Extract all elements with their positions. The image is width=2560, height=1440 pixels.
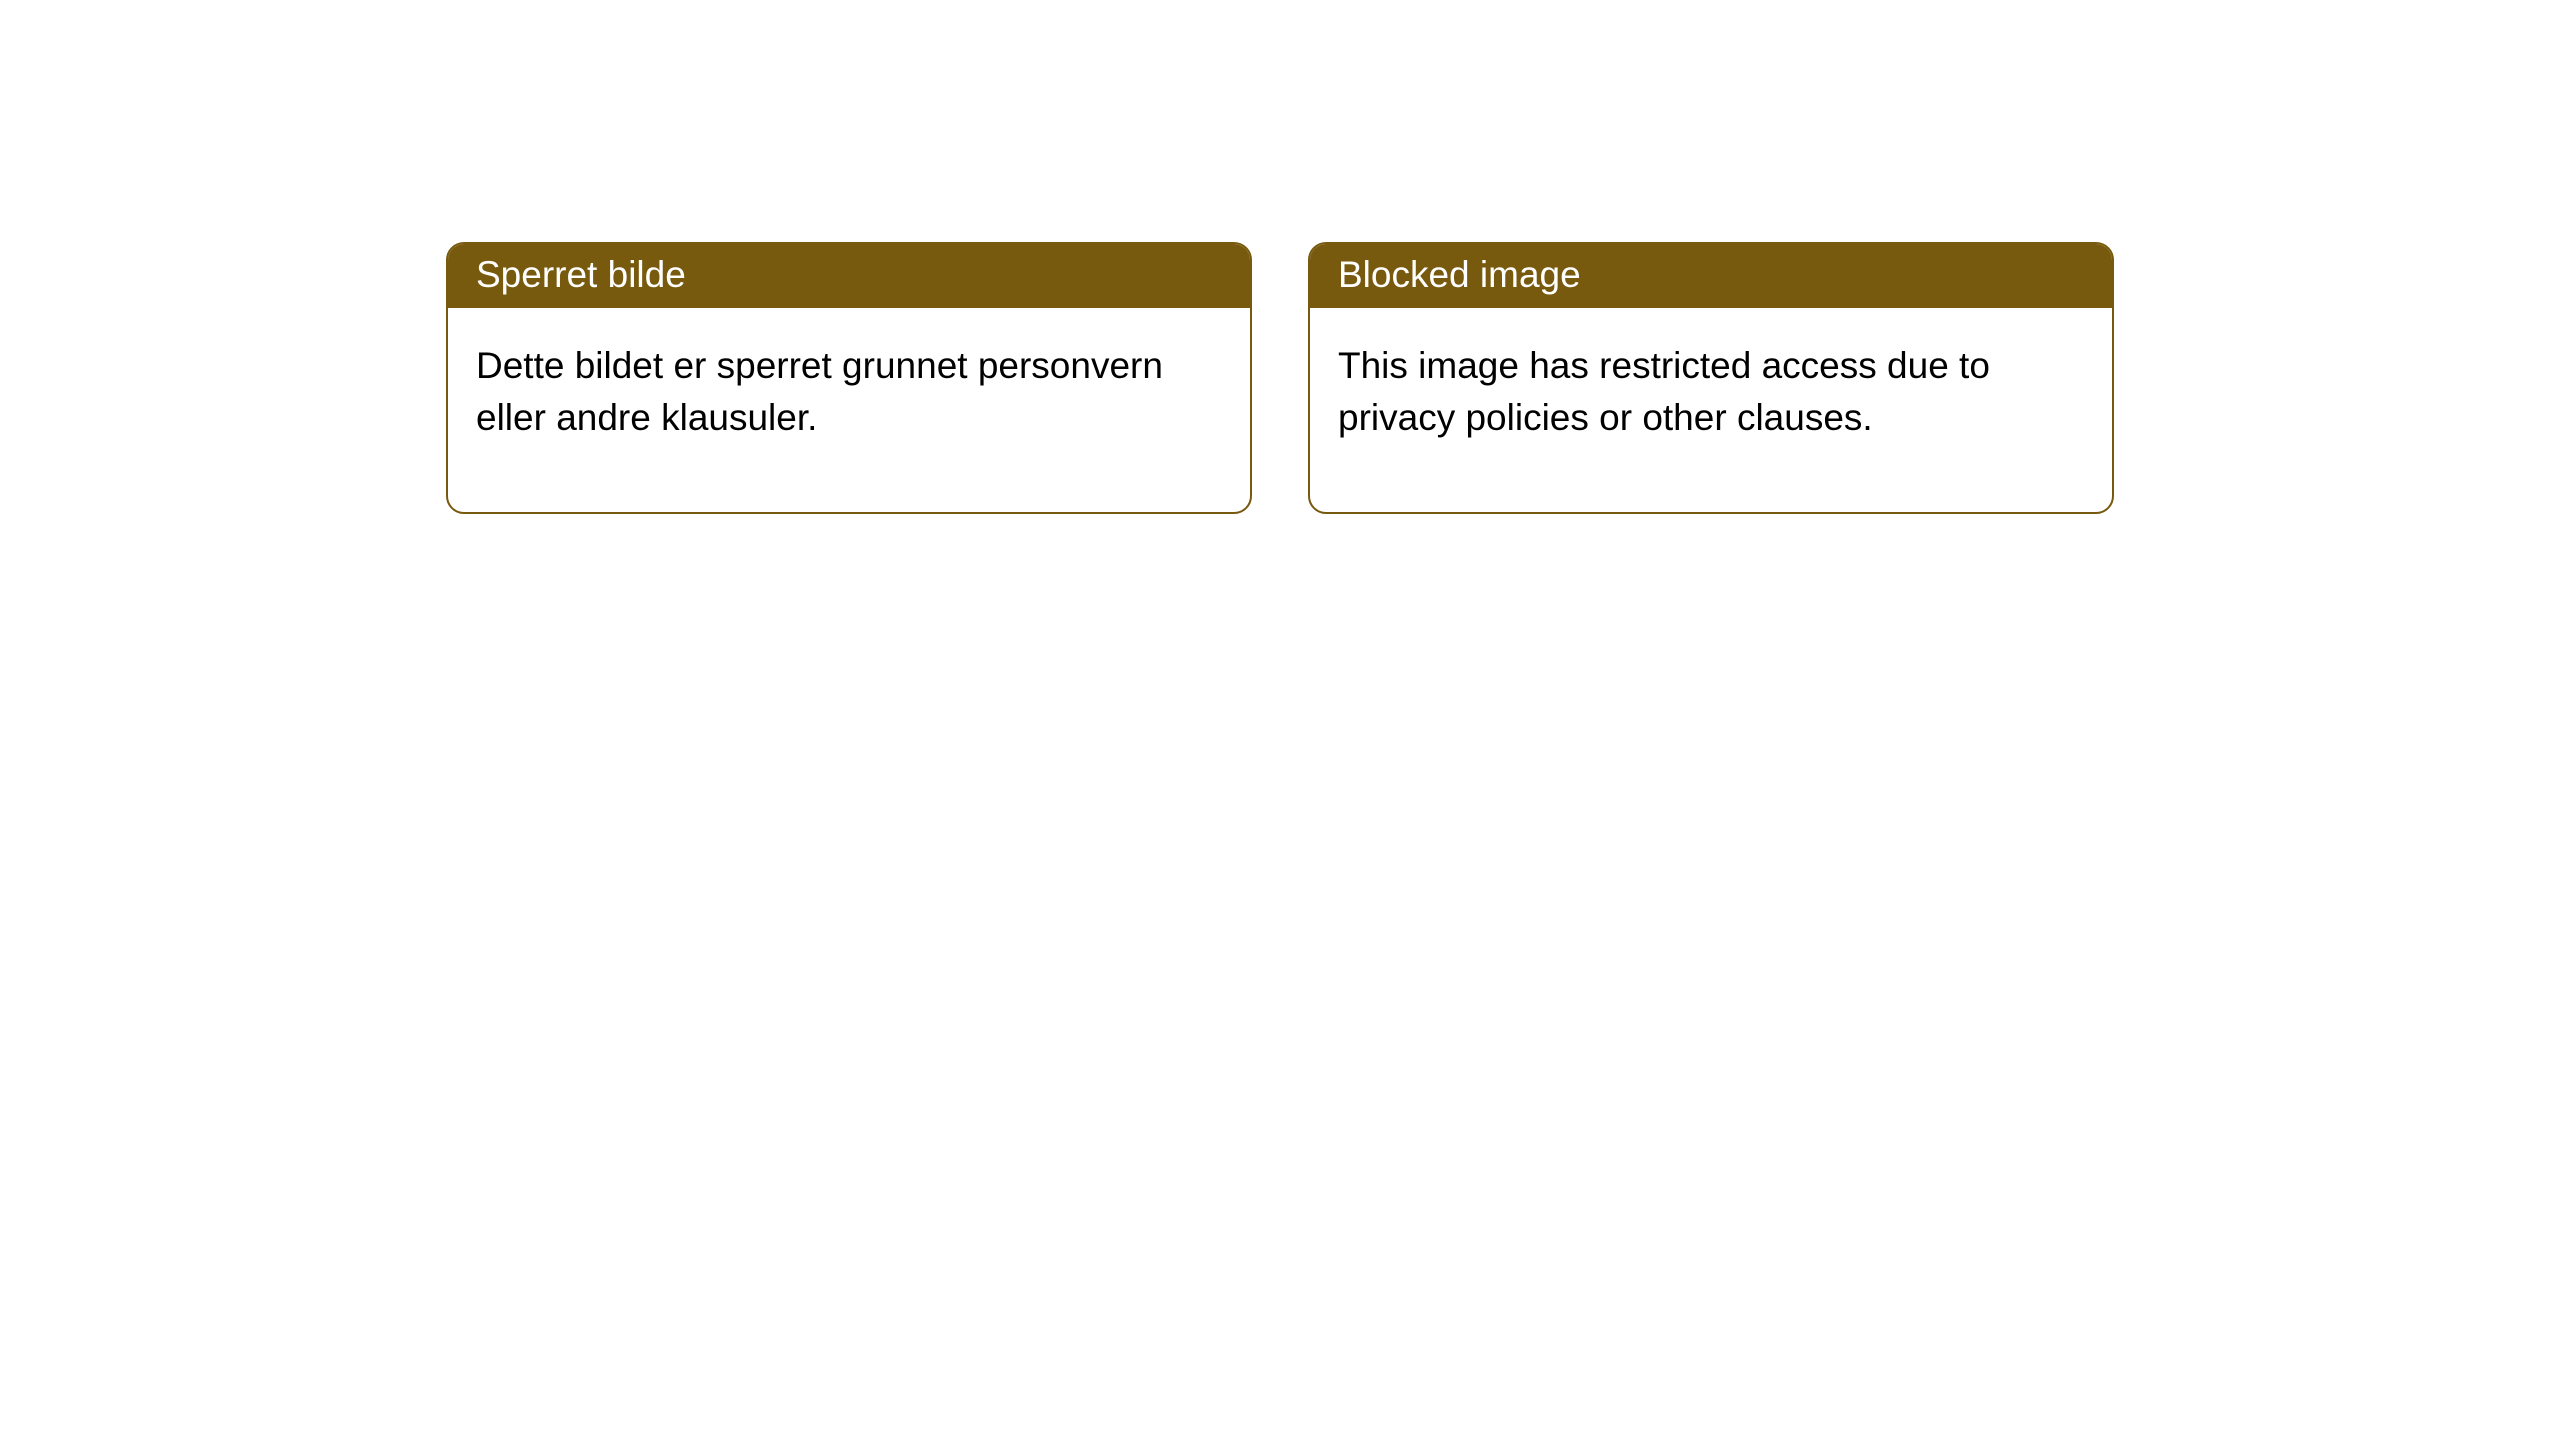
card-body: Dette bildet er sperret grunnet personve…: [448, 308, 1250, 512]
card-title: Sperret bilde: [476, 254, 686, 295]
card-header: Blocked image: [1310, 244, 2112, 308]
card-title: Blocked image: [1338, 254, 1581, 295]
card-body-text: Dette bildet er sperret grunnet personve…: [476, 345, 1163, 438]
notice-cards-container: Sperret bilde Dette bildet er sperret gr…: [0, 0, 2560, 514]
notice-card-english: Blocked image This image has restricted …: [1308, 242, 2114, 514]
card-body: This image has restricted access due to …: [1310, 308, 2112, 512]
card-header: Sperret bilde: [448, 244, 1250, 308]
card-body-text: This image has restricted access due to …: [1338, 345, 1990, 438]
notice-card-norwegian: Sperret bilde Dette bildet er sperret gr…: [446, 242, 1252, 514]
